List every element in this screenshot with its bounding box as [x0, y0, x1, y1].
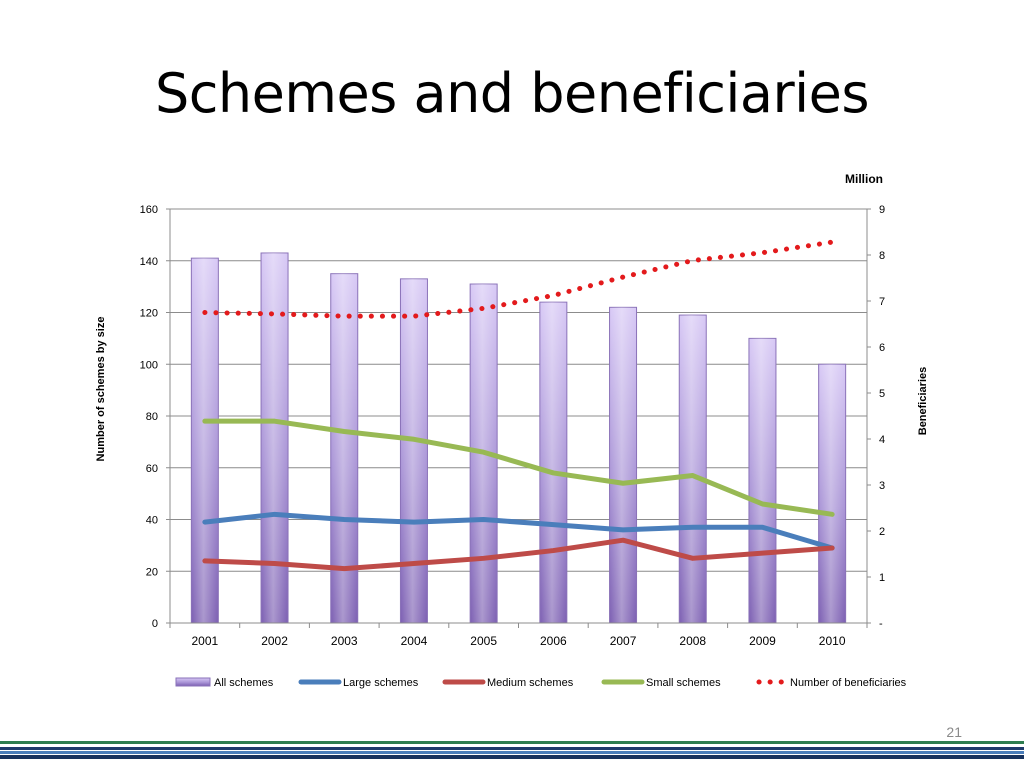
legend-label: Number of beneficiaries — [790, 677, 907, 689]
bar-sheen — [748, 338, 776, 623]
left-axis-title: Number of schemes by size — [95, 317, 107, 462]
slide-number: 21 — [946, 724, 962, 740]
line-number-of-beneficiaries — [202, 239, 835, 319]
line-small-schemes — [202, 418, 835, 517]
x-tick-label: 2005 — [470, 634, 497, 648]
bar-sheen — [609, 307, 637, 623]
legend-label: All schemes — [214, 677, 274, 689]
right-tick-label: 8 — [879, 250, 885, 262]
x-tick-label: 2010 — [819, 634, 846, 648]
bar-sheen — [539, 302, 567, 623]
bar-sheen — [330, 273, 358, 623]
right-tick-label: 2 — [879, 526, 885, 538]
legend-label: Large schemes — [343, 677, 419, 689]
footer-band-navy — [0, 747, 1024, 750]
bar-sheen — [818, 364, 846, 623]
right-tick-label: - — [879, 618, 883, 630]
right-tick-label: 3 — [879, 480, 885, 492]
x-tick-label: 2001 — [191, 634, 218, 648]
left-tick-label: 120 — [140, 308, 158, 320]
legend-label: Small schemes — [646, 677, 721, 689]
left-tick-label: 160 — [140, 204, 158, 216]
legend-item: Large schemes — [298, 677, 419, 689]
right-tick-label: 1 — [879, 572, 885, 584]
footer-band-white — [0, 744, 1024, 747]
legend-item: Medium schemes — [442, 677, 574, 689]
left-tick-label: 80 — [146, 411, 158, 423]
x-tick-label: 2004 — [401, 634, 428, 648]
right-tick-label: 9 — [879, 204, 885, 216]
chart: 0 20 40 60 80 100 120 140 160 - 1 2 3 4 5 6 7 8 9 2001 2002 2… — [95, 172, 929, 689]
footer-band-blue — [0, 751, 1024, 754]
right-tick-label: 5 — [879, 388, 885, 400]
left-tick-label: 20 — [146, 566, 158, 578]
right-tick-label: 7 — [879, 296, 885, 308]
legend-swatch-bar — [175, 677, 211, 687]
legend-label: Medium schemes — [487, 677, 574, 689]
bar-sheen — [679, 315, 707, 623]
x-tick-label: 2003 — [331, 634, 358, 648]
right-axis-unit: Million — [845, 172, 883, 186]
right-tick-label: 4 — [879, 434, 885, 446]
x-tick-label: 2007 — [610, 634, 637, 648]
left-tick-label: 100 — [140, 359, 158, 371]
bar-sheen — [261, 252, 289, 624]
right-axis-title: Beneficiaries — [917, 367, 929, 435]
left-tick-label: 140 — [140, 256, 158, 268]
right-tick-label: 6 — [879, 342, 885, 354]
x-tick-label: 2006 — [540, 634, 567, 648]
line-large-schemes — [202, 511, 835, 551]
x-tick-label: 2002 — [261, 634, 288, 648]
legend-item: All schemes — [175, 677, 274, 689]
x-tick-label: 2009 — [749, 634, 776, 648]
legend-item: Number of beneficiaries — [756, 677, 907, 689]
left-tick-label: 0 — [152, 618, 158, 630]
footer-band-green — [0, 741, 1024, 744]
line-medium-schemes — [202, 537, 835, 572]
footer-band-darkblue — [0, 755, 1024, 759]
left-tick-label: 40 — [146, 515, 158, 527]
x-tick-label: 2008 — [679, 634, 706, 648]
slide-title: Schemes and beneficiaries — [154, 62, 870, 125]
legend-item: Small schemes — [601, 677, 721, 689]
bar-sheen — [400, 278, 428, 623]
left-tick-label: 60 — [146, 463, 158, 475]
